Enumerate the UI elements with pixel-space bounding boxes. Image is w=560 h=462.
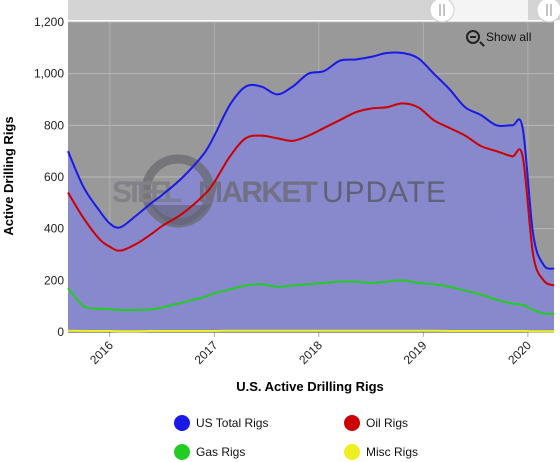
legend: US Total Rigs Oil Rigs Gas Rigs Misc Rig… — [0, 410, 560, 462]
y-axis-label: Active Drilling Rigs — [1, 116, 16, 235]
legend-dot-yellow-icon — [344, 444, 360, 460]
navigator-handle-left[interactable] — [429, 0, 455, 23]
x-tick-label: 2017 — [192, 338, 221, 367]
watermark-update: UPDATE — [322, 176, 446, 209]
x-tick-label: 2018 — [296, 338, 325, 367]
x-tick-label: 2016 — [87, 338, 116, 367]
y-tick-label: 200 — [44, 273, 64, 287]
series-lines — [67, 51, 555, 333]
y-tick-label: 400 — [44, 222, 64, 236]
chart: STEEL MARKET UPDATE 0 200 400 600 800 1,000 1,… — [1, 0, 560, 394]
series-line-misc-rigs[interactable] — [67, 329, 554, 333]
series-line-gas-rigs[interactable] — [67, 279, 555, 315]
watermark-steel: STEEL — [112, 176, 182, 209]
y-axis-ticks: 0 200 400 600 800 1,000 1,200 — [34, 15, 64, 339]
watermark-market: MARKET — [198, 176, 318, 209]
legend-label: Gas Rigs — [196, 445, 246, 459]
legend-dot-green-icon — [174, 444, 190, 460]
y-tick-label: 800 — [44, 118, 64, 132]
legend-item-us-total[interactable]: US Total Rigs — [174, 415, 268, 431]
navigator-selection[interactable] — [442, 0, 528, 20]
legend-dot-blue-icon — [174, 415, 190, 431]
watermark: STEEL MARKET UPDATE — [112, 154, 446, 228]
legend-dot-red-icon — [344, 415, 360, 431]
x-axis-label: U.S. Active Drilling Rigs — [236, 379, 384, 394]
y-tick-label: 0 — [57, 325, 64, 339]
y-tick-label: 1,200 — [34, 15, 64, 29]
legend-item-misc[interactable]: Misc Rigs — [344, 444, 418, 460]
series-line-us-total-rigs[interactable] — [67, 51, 555, 270]
zoom-out-icon — [466, 30, 480, 44]
legend-label: Misc Rigs — [366, 445, 419, 459]
total-rigs-area — [68, 52, 554, 333]
navigator-handle-right[interactable] — [536, 0, 560, 23]
show-all-label: Show all — [486, 30, 532, 44]
series-line-oil-rigs[interactable] — [67, 102, 555, 287]
legend-item-gas[interactable]: Gas Rigs — [174, 444, 245, 460]
y-tick-label: 600 — [44, 170, 64, 184]
x-tick-label: 2019 — [401, 338, 430, 367]
legend-label: Oil Rigs — [366, 416, 409, 430]
x-tick-label: 2020 — [505, 338, 534, 367]
x-axis-ticks: 2016 2017 2018 2019 2020 — [87, 338, 534, 367]
show-all-button[interactable]: Show all — [466, 30, 531, 44]
legend-label: US Total Rigs — [196, 416, 269, 430]
legend-item-oil[interactable]: Oil Rigs — [344, 415, 408, 431]
y-tick-label: 1,000 — [34, 67, 64, 81]
